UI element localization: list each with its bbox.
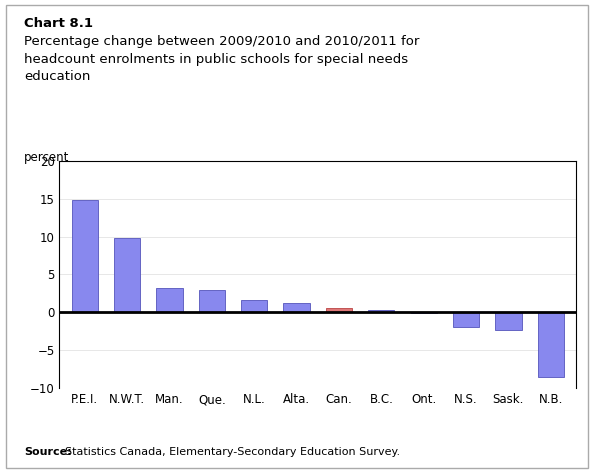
Bar <box>410 312 437 313</box>
Text: Source:: Source: <box>24 447 71 457</box>
Bar <box>241 300 267 312</box>
Bar <box>283 303 309 312</box>
Text: Statistics Canada, Elementary-Secondary Education Survey.: Statistics Canada, Elementary-Secondary … <box>58 447 400 457</box>
Text: Percentage change between 2009/2010 and 2010/2011 for
headcount enrolments in pu: Percentage change between 2009/2010 and … <box>24 35 419 83</box>
Bar <box>72 200 98 312</box>
Bar <box>114 238 140 312</box>
Bar <box>495 312 522 330</box>
Text: percent: percent <box>24 151 69 164</box>
Bar <box>538 312 564 377</box>
Bar <box>326 308 352 312</box>
Bar <box>453 312 479 326</box>
FancyBboxPatch shape <box>6 5 588 468</box>
Bar <box>368 309 394 312</box>
Bar <box>199 290 225 312</box>
Bar <box>156 288 183 312</box>
Text: Chart 8.1: Chart 8.1 <box>24 17 93 29</box>
